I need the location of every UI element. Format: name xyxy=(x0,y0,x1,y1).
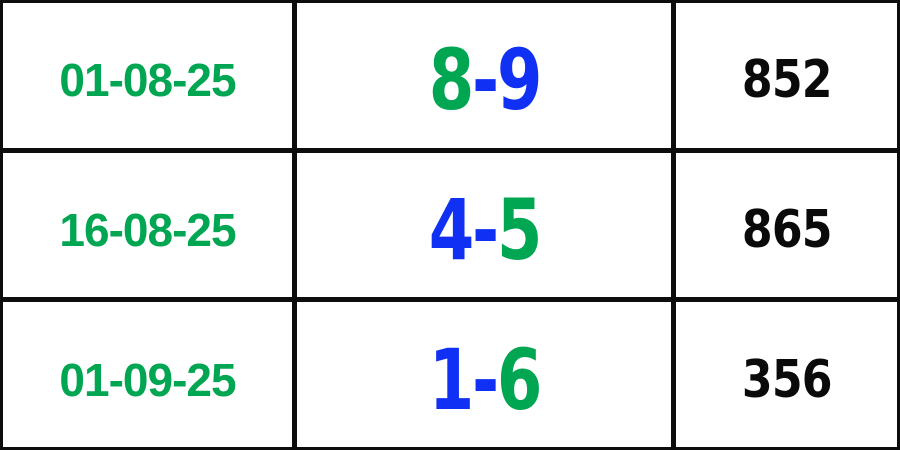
date-text: 01-08-25 xyxy=(59,54,236,107)
date-cell: 16-08-25 xyxy=(3,152,292,298)
result-cell: 356 xyxy=(676,302,897,447)
pair-first-digit: 4 xyxy=(428,180,474,279)
date-cell: 01-08-25 xyxy=(3,3,292,148)
pair-first-digit: 1 xyxy=(428,330,474,429)
result-cell: 865 xyxy=(676,152,897,298)
date-text: 01-09-25 xyxy=(59,353,236,406)
pair-dash: - xyxy=(471,180,499,279)
pair-cell: 1-6 xyxy=(297,302,671,447)
pair-first-digit: 8 xyxy=(428,31,474,130)
pair-second-digit: 6 xyxy=(496,330,542,429)
pair-second-digit: 5 xyxy=(496,180,542,279)
result-text: 865 xyxy=(741,199,833,260)
date-cell: 01-09-25 xyxy=(3,302,292,447)
pair-text: 4-5 xyxy=(428,188,542,272)
result-text: 852 xyxy=(741,50,833,111)
pair-dash: - xyxy=(471,31,499,130)
pair-cell: 4-5 xyxy=(297,152,671,298)
pair-cell: 8-9 xyxy=(297,3,671,148)
pair-second-digit: 9 xyxy=(496,31,542,130)
date-text: 16-08-25 xyxy=(59,203,236,256)
pair-dash: - xyxy=(471,330,499,429)
result-cell: 852 xyxy=(676,3,897,148)
result-text: 356 xyxy=(741,349,833,410)
pair-text: 8-9 xyxy=(428,38,542,122)
pair-text: 1-6 xyxy=(428,338,542,422)
